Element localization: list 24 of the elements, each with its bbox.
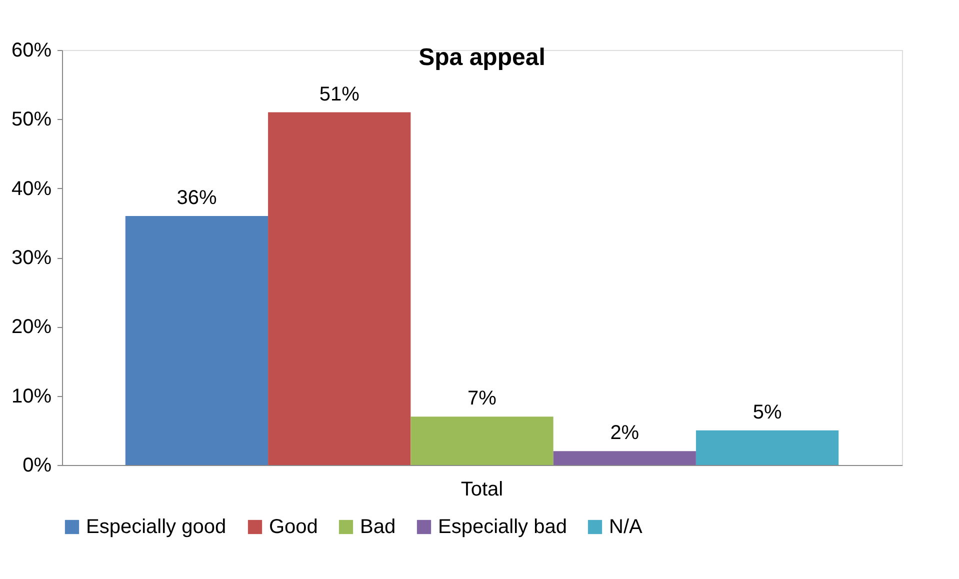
- x-tick-label: Total: [460, 478, 504, 500]
- bar: [268, 112, 411, 465]
- y-tick-label: 10%: [11, 385, 52, 408]
- y-tick-label: 40%: [11, 178, 52, 200]
- bar: [696, 430, 839, 465]
- bar: [125, 216, 268, 465]
- legend-label: Especially bad: [438, 516, 567, 538]
- data-label: 7%: [468, 388, 497, 410]
- data-label: 51%: [319, 83, 360, 106]
- legend-label: Especially good: [86, 516, 226, 538]
- y-tick-label: 30%: [11, 247, 52, 269]
- legend-label: Bad: [360, 516, 396, 538]
- legend-label: N/A: [609, 516, 643, 538]
- y-tick-label: 50%: [11, 108, 52, 131]
- bar: [410, 416, 554, 465]
- chart-title: Spa appeal: [418, 44, 546, 71]
- data-label: 2%: [610, 422, 640, 444]
- y-tick-label: 60%: [11, 40, 52, 62]
- data-label: 5%: [752, 401, 782, 424]
- y-tick-label: 0%: [22, 454, 52, 476]
- legend-label: Good: [269, 516, 318, 538]
- bar: [553, 451, 696, 465]
- data-label: 36%: [176, 187, 217, 209]
- y-tick-label: 20%: [11, 316, 52, 338]
